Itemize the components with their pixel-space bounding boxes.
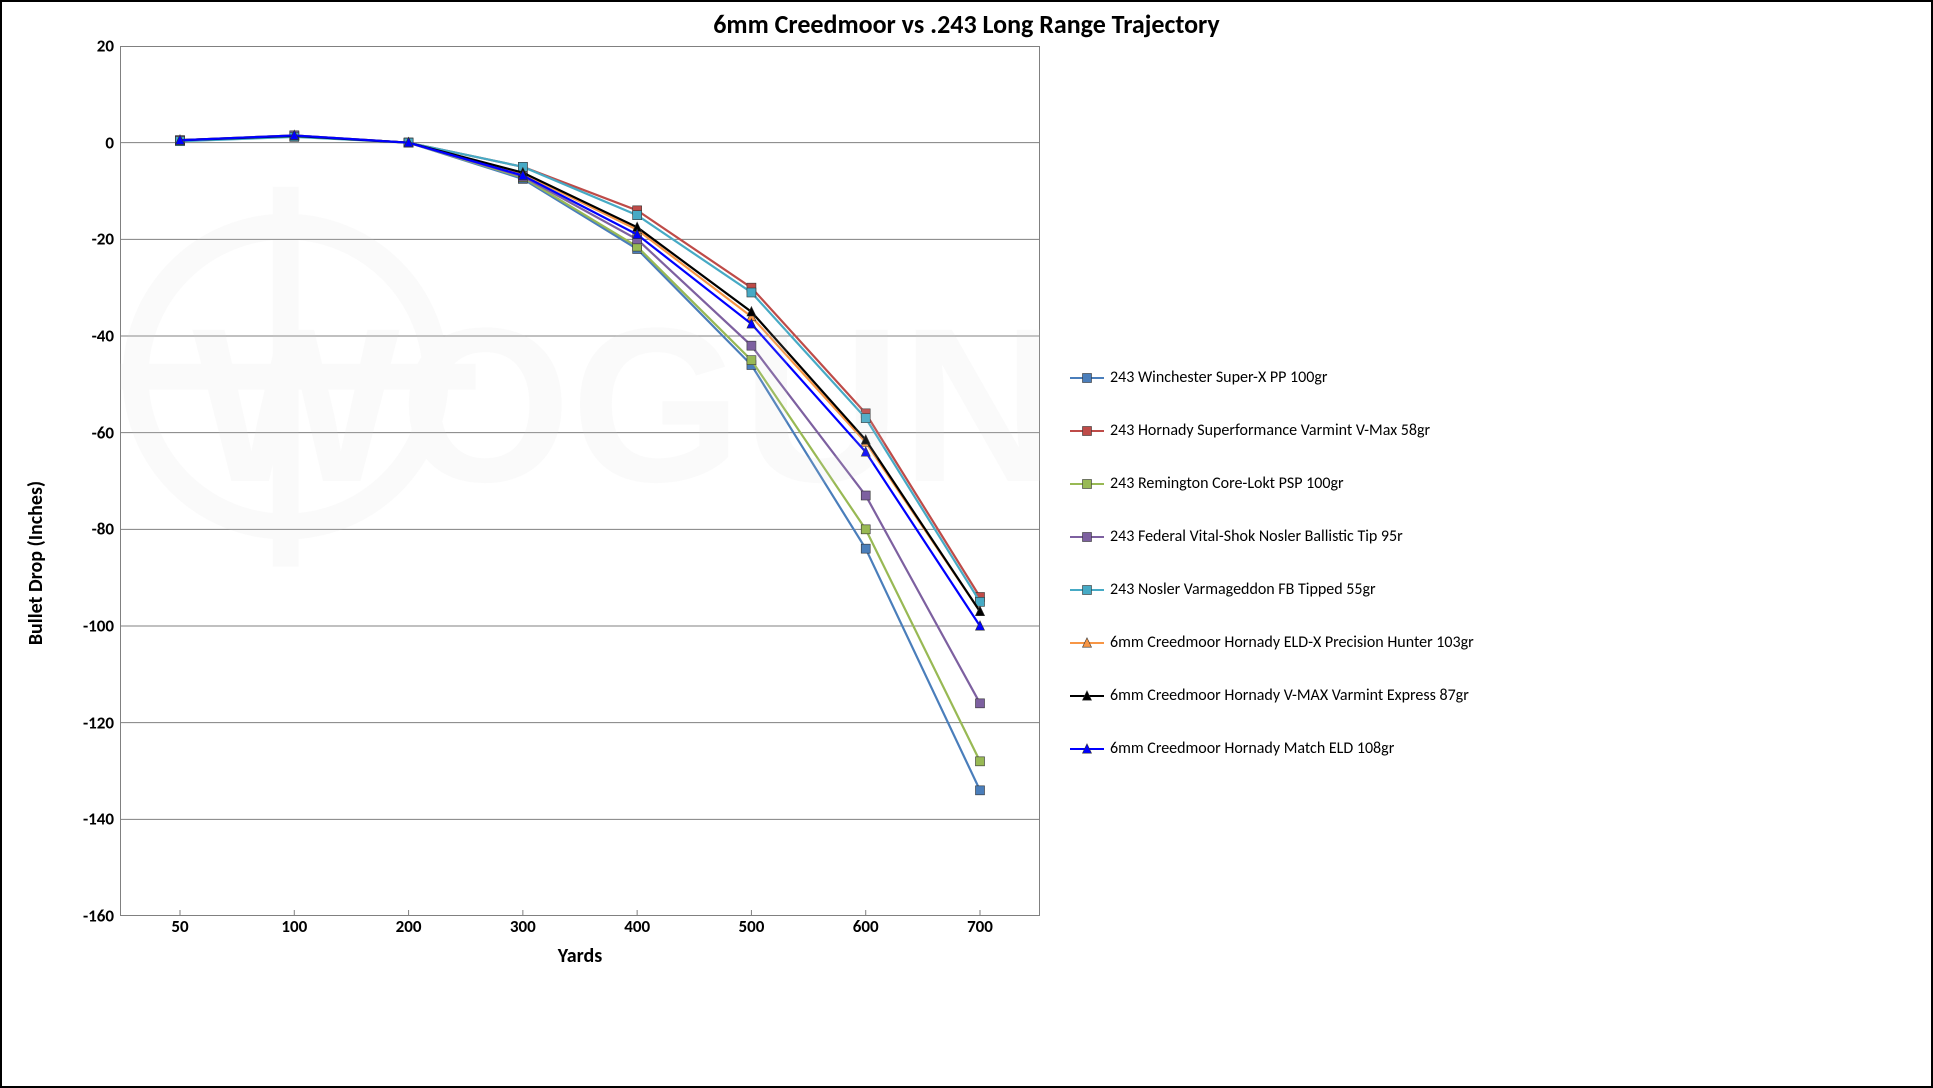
plot-column: WOGUN 50 100 200 300 400 500 600 700 Yards [120, 46, 1040, 1080]
x-tick-label: 700 [967, 916, 993, 937]
legend-label: 6mm Creedmoor Hornady V-MAX Varmint Expr… [1110, 686, 1469, 705]
legend-item: 6mm Creedmoor Hornady ELD-X Precision Hu… [1070, 633, 1921, 652]
x-tick-label: 600 [853, 916, 879, 937]
chart-legend: 243 Winchester Super-X PP 100gr 243 Horna… [1040, 46, 1921, 1080]
legend-item: 243 Remington Core-Lokt PSP 100gr [1070, 474, 1921, 493]
y-axis-ticks: 200-20-40-60-80-100-120-140-160 [60, 46, 120, 916]
x-tick-label: 400 [624, 916, 650, 937]
y-tick-label: -100 [83, 616, 114, 637]
legend-item: 6mm Creedmoor Hornady V-MAX Varmint Expr… [1070, 686, 1921, 705]
x-axis-ticks: 50 100 200 300 400 500 600 700 [120, 916, 1040, 940]
legend-label: 6mm Creedmoor Hornady ELD-X Precision Hu… [1110, 633, 1474, 652]
square-marker-icon [1080, 530, 1094, 544]
y-tick-label: 20 [97, 36, 114, 57]
x-tick-label: 50 [171, 916, 188, 937]
legend-item: 243 Winchester Super-X PP 100gr [1070, 368, 1921, 387]
legend-label: 243 Winchester Super-X PP 100gr [1110, 368, 1327, 387]
y-tick-label: -140 [83, 809, 114, 830]
square-marker-icon [1080, 583, 1094, 597]
y-tick-label: 0 [105, 132, 114, 153]
y-tick-label: -80 [92, 519, 114, 540]
series [176, 131, 985, 795]
line-chart-svg [120, 46, 1040, 916]
legend-swatch [1070, 689, 1104, 703]
triangle-marker-icon [1080, 689, 1094, 703]
x-tick-label: 100 [281, 916, 307, 937]
legend-swatch [1070, 530, 1104, 544]
legend-swatch [1070, 742, 1104, 756]
legend-item: 6mm Creedmoor Hornady Match ELD 108gr [1070, 739, 1921, 758]
legend-swatch [1070, 424, 1104, 438]
series [176, 130, 985, 630]
y-tick-label: -160 [83, 906, 114, 927]
chart-body: Bullet Drop (Inches) 200 -20 -40 -60 -80 -100… [12, 46, 1921, 1080]
legend-swatch [1070, 371, 1104, 385]
square-marker-icon [1080, 371, 1094, 385]
x-tick-label: 200 [396, 916, 422, 937]
legend-swatch [1070, 477, 1104, 491]
y-axis-label-wrap: Bullet Drop (Inches) [12, 46, 60, 1080]
legend-label: 243 Nosler Varmageddon FB Tipped 55gr [1110, 580, 1376, 599]
legend-item: 243 Nosler Varmageddon FB Tipped 55gr [1070, 580, 1921, 599]
x-tick-label: 500 [738, 916, 764, 937]
series [176, 132, 985, 606]
chart-title: 6mm Creedmoor vs .243 Long Range Traject… [12, 8, 1921, 40]
y-tick-label: -20 [92, 229, 114, 250]
plot-area: WOGUN [120, 46, 1040, 916]
y-axis-label: Bullet Drop (Inches) [24, 481, 48, 645]
legend-label: 243 Federal Vital-Shok Nosler Ballistic … [1110, 527, 1403, 546]
legend-label: 243 Remington Core-Lokt PSP 100gr [1110, 474, 1344, 493]
x-tick-label: 300 [510, 916, 536, 937]
y-tick-label: -40 [92, 326, 114, 347]
square-marker-icon [1080, 477, 1094, 491]
legend-item: 243 Hornady Superformance Varmint V-Max … [1070, 421, 1921, 440]
x-axis-label: Yards [120, 944, 1040, 968]
legend-swatch [1070, 583, 1104, 597]
legend-item: 243 Federal Vital-Shok Nosler Ballistic … [1070, 527, 1921, 546]
triangle-marker-icon [1080, 742, 1094, 756]
chart-frame: 6mm Creedmoor vs .243 Long Range Traject… [0, 0, 1933, 1088]
legend-label: 243 Hornady Superformance Varmint V-Max … [1110, 421, 1430, 440]
legend-swatch [1070, 636, 1104, 650]
square-marker-icon [1080, 424, 1094, 438]
y-tick-label: -60 [92, 422, 114, 443]
legend-label: 6mm Creedmoor Hornady Match ELD 108gr [1110, 739, 1394, 758]
y-tick-label: -120 [83, 712, 114, 733]
triangle-marker-icon [1080, 636, 1094, 650]
